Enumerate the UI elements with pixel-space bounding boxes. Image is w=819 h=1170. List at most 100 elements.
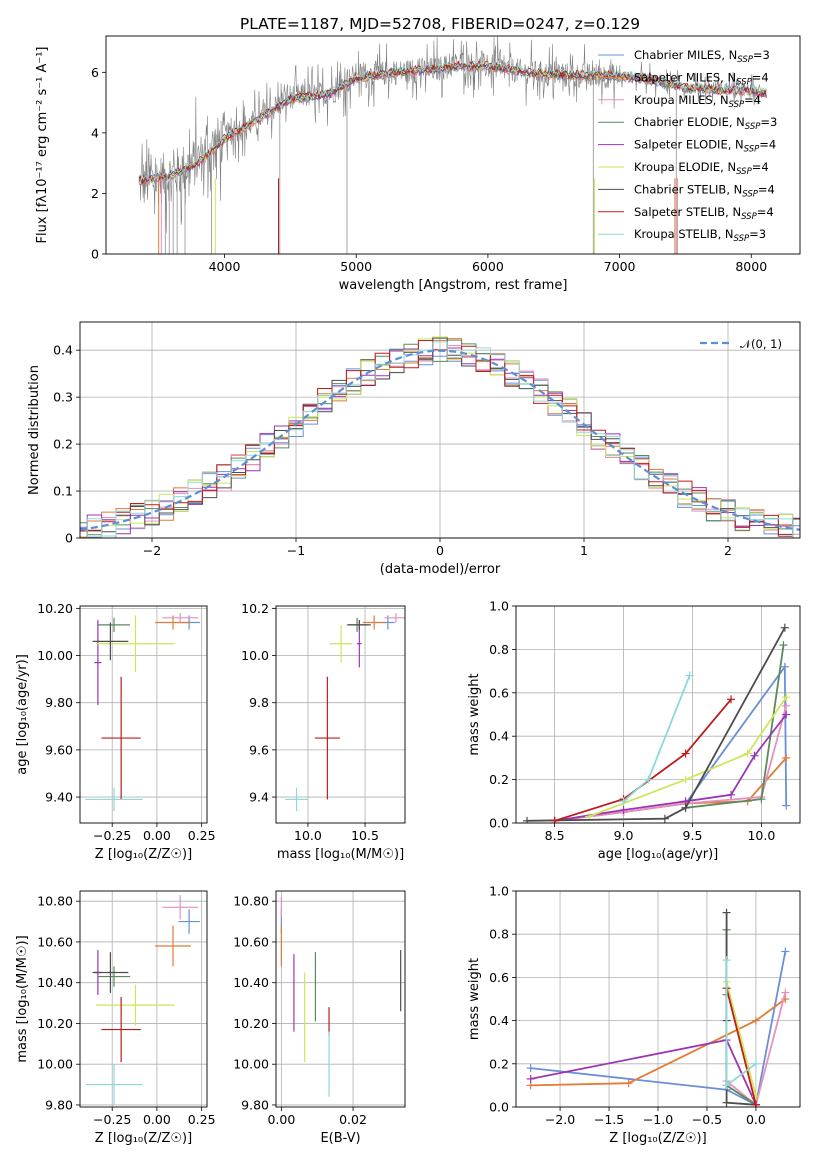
y-tick-label: 0.1 <box>53 484 73 499</box>
model-spectrum-6 <box>138 60 767 185</box>
legend-label-tail: =3 <box>760 115 777 129</box>
x-tick-label: 0.00 <box>143 828 171 843</box>
y-axis-label: mass weight <box>467 673 482 755</box>
legend-label-sub: SSP <box>736 77 752 87</box>
y-tick-label: 0.2 <box>489 1056 509 1071</box>
legend-label-tail: =4 <box>759 138 776 152</box>
histogram-8 <box>80 341 800 538</box>
errorbars-mass_vs_ebv <box>280 897 402 1097</box>
y-tick-label: 0 <box>91 247 99 262</box>
histogram-steps <box>80 336 800 538</box>
legend-label-tail: =4 <box>757 205 774 219</box>
x-tick-label: 2 <box>724 543 732 558</box>
series-line-4 <box>530 1038 757 1106</box>
histogram-5 <box>80 336 800 538</box>
y-tick-label: 9.6 <box>249 742 269 757</box>
y-axis-label: mass weight <box>467 958 482 1040</box>
frame-weight_vs_Z <box>515 890 801 1108</box>
x-tick-label: −1.5 <box>594 1112 624 1127</box>
y-tick-label: 0.6 <box>489 970 509 985</box>
legend-label-sub: SSP <box>745 122 761 132</box>
x-tick-label: 0.00 <box>143 1112 171 1127</box>
frame-age_vs_mass <box>275 605 406 824</box>
x-axis-label: E(B-V) <box>320 1131 360 1146</box>
axes-age_vs_Z: −0.25 0.00 0.25 9.40 9.60 9.80 10.00 10.20 Z [lo… <box>15 601 216 862</box>
legend-label-tail: =4 <box>752 70 769 84</box>
y-tick-label: 10.80 <box>233 894 269 909</box>
legend-label-sub: SSP <box>744 145 760 155</box>
y-tick-label: 0.8 <box>489 642 509 657</box>
legend-label-sub: SSP <box>729 100 745 110</box>
y-tick-label: 10.00 <box>233 1057 269 1072</box>
axes-age_vs_mass: 10.0 10.5 9.4 9.6 9.8 10.0 10.2 mass [log₁₀(M/M… <box>241 601 405 862</box>
y-tick-label: 9.60 <box>45 742 73 757</box>
legend-label-tail: =4 <box>744 93 761 107</box>
y-tick-label: 0.2 <box>489 772 509 787</box>
x-tick-label: 9.5 <box>683 828 703 843</box>
legend-label-main: Chabrier MILES, N <box>634 48 737 62</box>
x-tick-label: −1.0 <box>643 1112 673 1127</box>
legend-label: Kroupa STELIB, NSSP=3 <box>634 227 766 244</box>
axes-residual_histogram: −2 −1 0 1 2 0 0.1 0.2 0.3 0.4 (data-model)/error No… <box>27 322 800 577</box>
grid-mass_vs_Z <box>80 891 207 1107</box>
series-line-7 <box>725 987 757 1106</box>
series-line-1 <box>530 998 786 1087</box>
grid-age_vs_mass <box>276 606 405 823</box>
axes-spectrum: 4000 5000 6000 7000 8000 0 2 4 6 wavelength [Angs… <box>35 47 767 294</box>
y-tick-label: 4 <box>91 125 99 140</box>
y-tick-label: 10.60 <box>37 934 73 949</box>
legend-label: Chabrier ELODIE, NSSP=3 <box>634 115 777 132</box>
y-tick-label: 9.8 <box>249 695 269 710</box>
legend-label: Chabrier STELIB, NSSP=4 <box>634 182 775 199</box>
axes-mass_vs_Z: −0.25 0.00 0.25 9.80 10.00 10.20 10.40 10.60 10.… <box>15 891 216 1146</box>
y-tick-label: 0.0 <box>489 816 509 831</box>
legend-label-sub: SSP <box>737 55 753 65</box>
y-tick-label: 0.4 <box>489 1013 509 1028</box>
x-axis-label: age [log₁₀(age/yr)] <box>598 847 719 862</box>
grid-mass_vs_ebv <box>276 891 405 1107</box>
y-tick-label: 9.40 <box>45 790 73 805</box>
x-tick-label: −1 <box>287 543 305 558</box>
x-tick-label: 0 <box>436 543 444 558</box>
y-tick-label: 0.0 <box>489 1100 509 1115</box>
axes-weight_vs_Z: −2.0 −1.5 −1.0 −0.5 0.0 0.0 0.2 0.4 0.6 0.8 1.0 Z [… <box>467 884 800 1146</box>
frame-mass_vs_Z <box>79 890 208 1108</box>
y-tick-label: 0.4 <box>53 343 73 358</box>
y-tick-label: 10.20 <box>37 601 73 616</box>
x-axis-label: Z [log₁₀(Z/Z☉)] <box>95 1131 192 1146</box>
x-tick-label: 10.0 <box>294 828 322 843</box>
x-tick-label: −2.0 <box>545 1112 575 1127</box>
histogram-6 <box>80 337 800 538</box>
frame-mass_vs_ebv <box>275 890 406 1108</box>
y-tick-label: 9.80 <box>45 1097 73 1112</box>
y-tick-label: 9.80 <box>241 1097 269 1112</box>
x-tick-label: 7000 <box>604 259 636 274</box>
legend-label-main: Salpeter ELODIE, N <box>634 138 744 152</box>
axes-mass_vs_ebv: 0.00 0.02 9.80 10.00 10.20 10.40 10.60 10.80 E(B… <box>233 891 405 1146</box>
series-weight_vs_age <box>523 623 791 823</box>
series-line-7 <box>554 698 732 822</box>
legend-label: Chabrier MILES, NSSP=3 <box>634 48 770 65</box>
legend-label-main: Chabrier ELODIE, N <box>634 115 745 129</box>
legend-label-tail: =4 <box>758 182 775 196</box>
legend-label: Kroupa ELODIE, NSSP=4 <box>634 160 769 177</box>
x-axis-label: (data-model)/error <box>380 562 501 577</box>
x-tick-label: 0.02 <box>339 1112 367 1127</box>
y-tick-label: 0 <box>65 531 73 546</box>
legend-label-sub: SSP <box>734 234 750 244</box>
legend-label-sub: SSP <box>741 212 757 222</box>
y-axis-label: Flux [fλ10⁻¹⁷ erg cm⁻² s⁻¹ A⁻¹] <box>35 47 50 244</box>
model-spectrum-8 <box>138 60 767 183</box>
series-line-1 <box>554 757 787 822</box>
y-tick-label: 9.80 <box>45 695 73 710</box>
x-tick-label: −0.5 <box>692 1112 722 1127</box>
x-tick-label: 8000 <box>735 259 767 274</box>
legend-label-main: Kroupa ELODIE, N <box>634 160 736 174</box>
series-line-6 <box>526 627 786 822</box>
x-tick-label: −2 <box>143 543 161 558</box>
legend-histogram: 𝒩(0, 1) <box>700 337 782 351</box>
legend-label: Kroupa MILES, NSSP=4 <box>634 93 761 110</box>
y-tick-label: 0.2 <box>53 437 73 452</box>
